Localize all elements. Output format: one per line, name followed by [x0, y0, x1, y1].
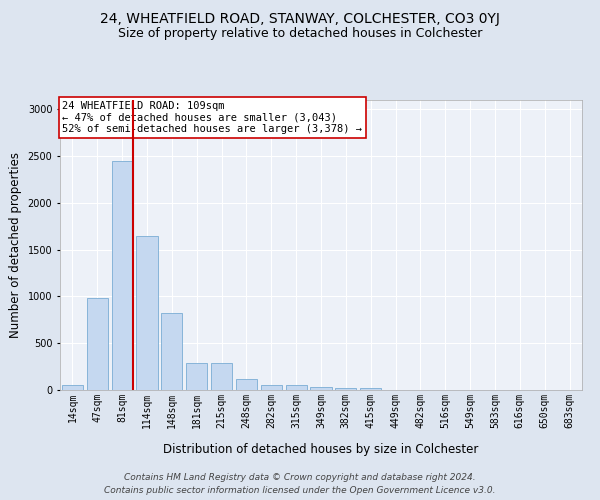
Bar [286, 386, 307, 390]
Bar [62, 386, 83, 390]
Text: Contains public sector information licensed under the Open Government Licence v3: Contains public sector information licen… [104, 486, 496, 495]
Bar [161, 314, 182, 390]
Text: Distribution of detached houses by size in Colchester: Distribution of detached houses by size … [163, 442, 479, 456]
Text: Size of property relative to detached houses in Colchester: Size of property relative to detached ho… [118, 28, 482, 40]
Bar [261, 386, 282, 390]
Bar [186, 363, 207, 390]
Bar [335, 388, 356, 390]
Text: 24 WHEATFIELD ROAD: 109sqm
← 47% of detached houses are smaller (3,043)
52% of s: 24 WHEATFIELD ROAD: 109sqm ← 47% of deta… [62, 101, 362, 134]
Bar [136, 236, 158, 390]
Bar [310, 386, 332, 390]
Text: 24, WHEATFIELD ROAD, STANWAY, COLCHESTER, CO3 0YJ: 24, WHEATFIELD ROAD, STANWAY, COLCHESTER… [100, 12, 500, 26]
Text: Contains HM Land Registry data © Crown copyright and database right 2024.: Contains HM Land Registry data © Crown c… [124, 472, 476, 482]
Bar [112, 161, 133, 390]
Bar [236, 379, 257, 390]
Bar [87, 298, 108, 390]
Bar [360, 388, 381, 390]
Y-axis label: Number of detached properties: Number of detached properties [9, 152, 22, 338]
Bar [211, 363, 232, 390]
